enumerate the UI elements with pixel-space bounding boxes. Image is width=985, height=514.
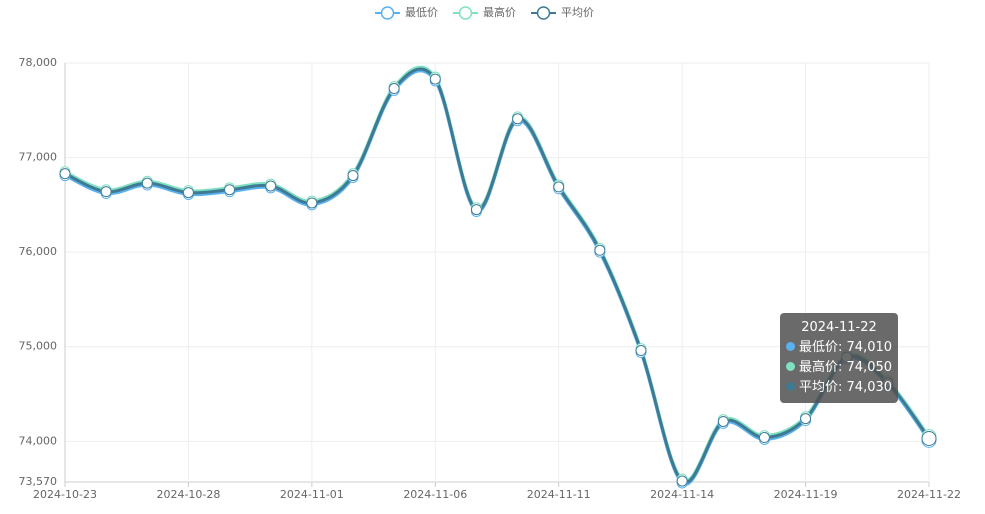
point <box>921 430 937 446</box>
tooltip-value: 74,050 <box>846 360 893 375</box>
legend-label: 平均价 <box>561 6 594 19</box>
point <box>265 180 277 192</box>
tooltip-series: 平均价 <box>799 380 847 395</box>
tooltip-value: 74,030 <box>846 380 893 395</box>
tooltip-row: 最高价74,050 <box>786 358 892 378</box>
y-tick-label: 73,570 <box>19 475 58 488</box>
tooltip-title: 2024-11-22 <box>801 320 877 335</box>
line-series <box>64 65 931 483</box>
y-tick-label: 76,000 <box>19 245 58 258</box>
legend-label: 最高价 <box>483 5 516 19</box>
tooltip-dot <box>786 342 795 351</box>
point <box>758 432 770 444</box>
point <box>59 168 71 180</box>
point <box>347 170 359 182</box>
tooltip-dot <box>786 382 795 391</box>
x-tick-label: 2024-10-28 <box>156 488 220 501</box>
point <box>676 475 688 487</box>
y-tick-label: 75,000 <box>19 340 58 353</box>
x-tick-label: 2024-10-23 <box>33 488 97 501</box>
point <box>470 204 482 216</box>
legend-icon-dot <box>536 6 551 20</box>
tooltip-series: 最低价 <box>799 340 847 355</box>
legend-label: 最低价 <box>405 6 438 19</box>
x-tick-label: 2024-11-01 <box>280 488 344 501</box>
x-tick-label: 2024-11-14 <box>650 488 714 501</box>
point <box>224 184 236 196</box>
y-tick-label: 74,000 <box>19 434 58 447</box>
tooltip-series: 最高价 <box>799 360 847 375</box>
point <box>182 187 194 199</box>
tooltip-row: 最低价74,010 <box>786 338 892 358</box>
point <box>800 413 812 425</box>
legend-icon-dot <box>380 6 395 20</box>
legend-icon-dot <box>458 6 473 20</box>
point <box>388 83 400 95</box>
y-tick-label: 77,000 <box>19 151 58 164</box>
x-tick-label: 2024-11-19 <box>774 488 838 501</box>
tooltip: 2024-11-22 最低价74,010最高价74,050平均价74,030 <box>780 313 899 403</box>
point <box>512 113 524 125</box>
point <box>429 73 441 85</box>
x-tick-label: 2024-11-06 <box>403 488 467 501</box>
tooltip-dot <box>786 362 795 371</box>
point <box>635 345 647 357</box>
point <box>100 186 112 198</box>
tooltip-value: 74,010 <box>846 340 893 355</box>
tooltip-row: 平均价74,030 <box>786 378 892 398</box>
point <box>717 415 729 427</box>
point <box>141 177 153 189</box>
x-tick-label: 2024-11-11 <box>527 488 591 501</box>
y-tick-label: 78,000 <box>19 56 58 69</box>
point <box>553 181 565 193</box>
point <box>594 244 606 256</box>
point <box>306 197 318 209</box>
x-tick-label: 2024-11-22 <box>897 488 961 501</box>
